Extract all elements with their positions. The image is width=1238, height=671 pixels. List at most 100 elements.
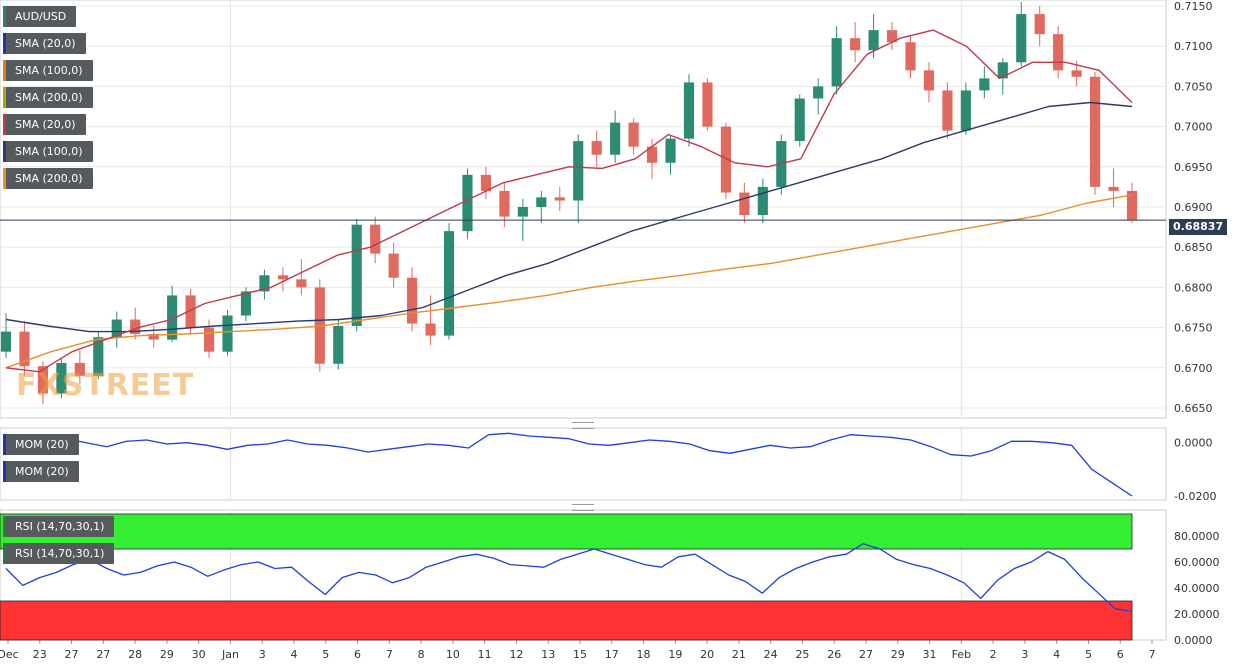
- legend-tag[interactable]: SMA (20,0): [3, 33, 86, 54]
- x-tick-label: 6: [1117, 648, 1124, 661]
- candle-body: [148, 334, 159, 340]
- candle-body: [1016, 14, 1027, 63]
- legend-tag[interactable]: SMA (20,0): [3, 114, 86, 135]
- rsi-overbought-zone: [0, 513, 1133, 550]
- x-tick-label: 7: [1149, 648, 1156, 661]
- candle-body: [1053, 34, 1064, 71]
- legend-tag[interactable]: SMA (200,0): [3, 168, 93, 189]
- candle-body: [462, 174, 473, 232]
- legend-color-swatch: [3, 434, 6, 455]
- x-tick-label: 27: [859, 648, 873, 661]
- legend-label: AUD/USD: [15, 10, 67, 23]
- candle-body: [259, 275, 270, 292]
- y-tick-label: 0.6850: [1174, 241, 1213, 254]
- legend-color-swatch: [3, 87, 6, 108]
- legend-color-swatch: [3, 141, 6, 162]
- y-tick-label: 0.7000: [1174, 121, 1213, 134]
- legend-tag[interactable]: RSI (14,70,30,1): [3, 543, 115, 564]
- candle-body: [646, 146, 658, 163]
- candle-body: [610, 122, 621, 155]
- candle-body: [628, 122, 639, 147]
- y-tick-label: 0.6900: [1174, 201, 1213, 214]
- legend-color-swatch: [3, 114, 6, 135]
- mom-y-tick-label: 0.0000: [1174, 437, 1213, 450]
- x-tick-label: 31: [923, 648, 937, 661]
- x-tick-label: 13: [541, 648, 555, 661]
- candle-body: [997, 62, 1008, 79]
- legend-tag[interactable]: SMA (200,0): [3, 87, 93, 108]
- legend-label: SMA (200,0): [15, 91, 83, 104]
- x-tick-label: Jan: [221, 648, 239, 661]
- candle-body: [370, 224, 381, 254]
- legend-tag[interactable]: MOM (20): [3, 461, 79, 482]
- legend-tag[interactable]: SMA (100,0): [3, 141, 93, 162]
- x-tick-label: 28: [128, 648, 142, 661]
- legend-tag[interactable]: RSI (14,70,30,1): [3, 516, 115, 537]
- candle-body: [665, 138, 676, 163]
- y-tick-label: 0.6950: [1174, 161, 1213, 174]
- candle-body: [1034, 14, 1045, 35]
- legend-label: RSI (14,70,30,1): [15, 547, 105, 560]
- candle-body: [37, 366, 48, 394]
- legend-label: RSI (14,70,30,1): [15, 520, 105, 533]
- x-tick-label: 12: [509, 648, 523, 661]
- x-tick-label: 21: [732, 648, 746, 661]
- x-tick-label: 5: [322, 648, 329, 661]
- candle-body: [351, 224, 362, 326]
- x-tick-label: 29: [160, 648, 174, 661]
- legend-label: SMA (100,0): [15, 64, 83, 77]
- x-tick-label: 6: [354, 648, 361, 661]
- candle-body: [905, 42, 916, 71]
- mom-pane-resize-handle[interactable]: [572, 422, 594, 429]
- legend-label: MOM (20): [15, 465, 69, 478]
- x-tick-label: 30: [192, 648, 206, 661]
- legend-tag[interactable]: MOM (20): [3, 434, 79, 455]
- candle-body: [130, 319, 141, 335]
- candle-body: [111, 319, 122, 338]
- candle-body: [74, 362, 85, 376]
- mom-y-tick-label: -0.0200: [1174, 490, 1216, 503]
- x-tick-label: 24: [764, 648, 778, 661]
- candle-body: [222, 315, 233, 352]
- legend-color-swatch: [3, 6, 6, 27]
- legend-label: SMA (100,0): [15, 145, 83, 158]
- x-tick-label: 5: [1085, 648, 1092, 661]
- sma20-line: [5, 29, 1133, 373]
- rsi-pane-resize-handle[interactable]: [572, 504, 594, 511]
- candle-body: [277, 275, 288, 280]
- y-tick-label: 0.6750: [1174, 322, 1213, 335]
- candle-body: [591, 141, 602, 155]
- candle-body: [720, 126, 731, 193]
- y-tick-label: 0.6650: [1174, 402, 1213, 415]
- watermark-logo: FXSTREET: [16, 368, 195, 403]
- candle-body: [757, 186, 768, 216]
- candle-body: [333, 325, 344, 364]
- legend-label: SMA (200,0): [15, 172, 83, 185]
- candle-body: [794, 98, 805, 142]
- candle-body: [203, 327, 215, 352]
- candle-body: [185, 295, 196, 328]
- x-tick-label: 26: [827, 648, 841, 661]
- x-tick-label: 20: [700, 648, 714, 661]
- candle-body: [0, 331, 12, 352]
- candle-body: [56, 362, 67, 394]
- legend-tag[interactable]: SMA (100,0): [3, 60, 93, 81]
- candle-body: [886, 30, 898, 43]
- rsi-y-tick-label: 80.0000: [1174, 530, 1220, 543]
- candle-body: [554, 197, 565, 201]
- rsi-y-tick-label: 0.0000: [1174, 634, 1213, 647]
- legend-label: SMA (20,0): [15, 118, 76, 131]
- candle-body: [19, 331, 30, 367]
- candle-body: [702, 82, 713, 127]
- legend-color-swatch: [3, 168, 6, 189]
- mom-line: [5, 432, 1133, 497]
- legend-tag[interactable]: AUD/USD: [3, 6, 77, 27]
- candle-body: [93, 337, 104, 376]
- legend-color-swatch: [3, 461, 6, 482]
- x-tick-label: 2: [990, 648, 997, 661]
- candle-body: [1071, 70, 1082, 77]
- x-tick-label: 4: [1053, 648, 1060, 661]
- x-tick-label: 10: [446, 648, 460, 661]
- candle-body: [388, 253, 399, 278]
- candle-body: [536, 197, 547, 207]
